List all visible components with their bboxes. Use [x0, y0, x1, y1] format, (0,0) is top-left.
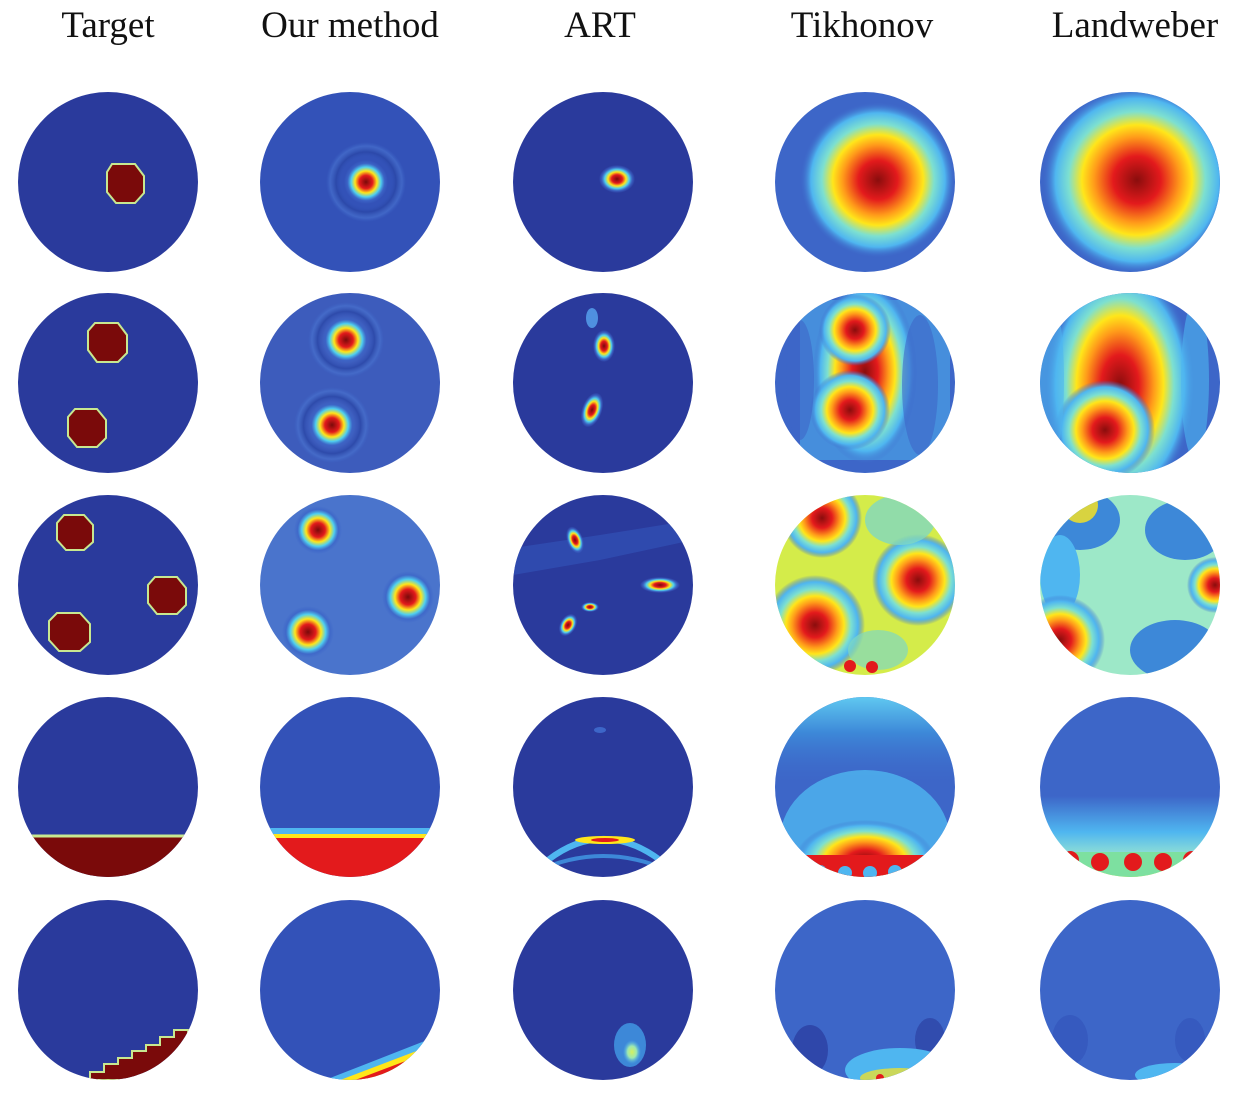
tikhonov-row2: [775, 293, 955, 473]
target-row2: [18, 293, 198, 473]
target-row5: [18, 900, 198, 1080]
column-header-tikhonov: Tikhonov: [790, 5, 934, 46]
column-header-our-method: Our method: [261, 5, 439, 46]
target-row1: [18, 92, 198, 272]
art-row1: [513, 92, 693, 272]
target-row3: [18, 495, 198, 675]
tikhonov-row3: [775, 495, 955, 675]
column-header-target: Target: [61, 5, 155, 46]
our-method-row3: [260, 495, 440, 675]
landweber-row1: [1040, 92, 1220, 272]
tikhonov-row4: [775, 697, 955, 877]
column-header-art: ART: [564, 5, 636, 46]
tikhonov-row5: [775, 900, 955, 1080]
landweber-row3: [1040, 495, 1220, 675]
art-row5: [513, 900, 693, 1080]
column-header-landweber: Landweber: [1051, 5, 1219, 46]
art-row2: [513, 293, 693, 473]
landweber-row4: [1040, 697, 1220, 877]
landweber-row5: [1040, 900, 1220, 1080]
art-row3: [513, 495, 693, 675]
art-row4: [513, 697, 693, 877]
our-method-row1: [260, 92, 440, 272]
landweber-row2: [1040, 293, 1220, 473]
tikhonov-row1: [775, 92, 955, 272]
our-method-row2: [260, 293, 440, 473]
our-method-row4: [260, 697, 440, 877]
target-row4: [18, 697, 198, 877]
our-method-row5: [260, 900, 440, 1080]
